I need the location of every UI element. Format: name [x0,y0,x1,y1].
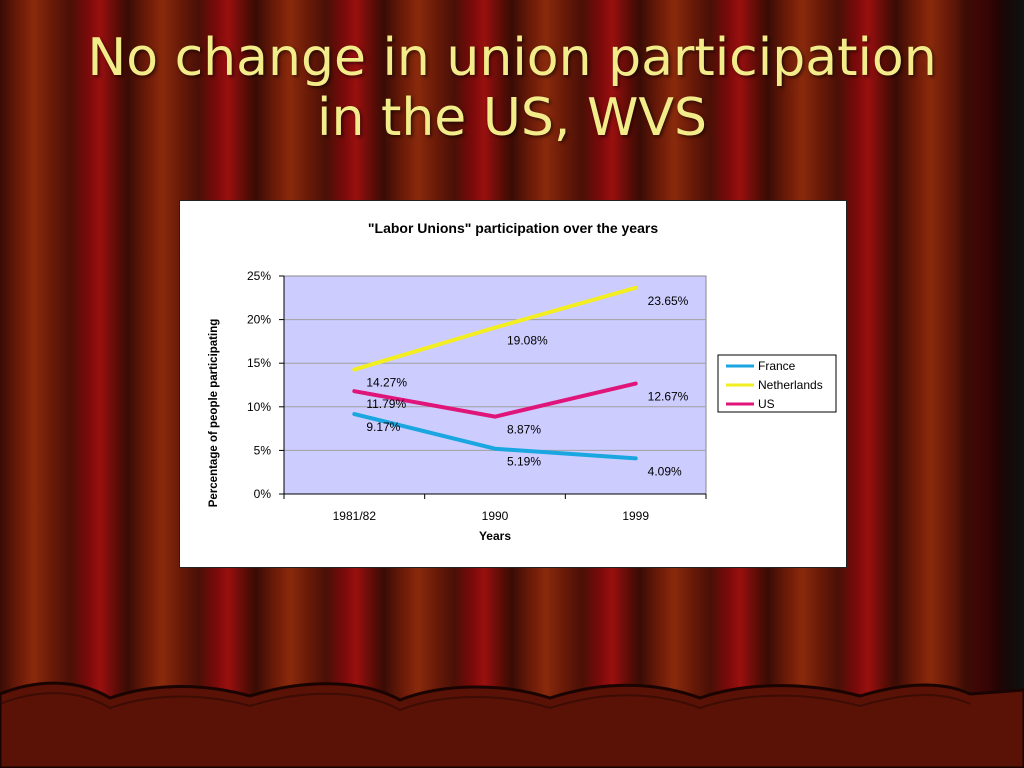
data-point-us [634,382,638,386]
data-point-netherlands [634,286,638,290]
data-point-france [634,456,638,460]
data-label: 14.27% [366,376,407,390]
x-axis-label: Years [479,529,511,543]
x-tick-label: 1981/82 [333,509,377,523]
line-chart: "Labor Unions" participation over the ye… [208,220,837,543]
y-tick-label: 20% [247,313,271,327]
legend-label: France [758,359,796,373]
y-tick-label: 5% [254,443,272,457]
curtain-valance [0,681,1024,768]
data-label: 8.87% [507,423,541,437]
x-tick-label: 1999 [622,509,649,523]
slide-title-line-1: No change in union participation [87,28,937,88]
y-axis-label: Percentage of people participating [208,319,220,508]
data-point-us [352,389,356,393]
data-label: 5.19% [507,455,541,469]
data-point-netherlands [352,368,356,372]
data-label: 9.17% [366,420,400,434]
slide-title-line-2: in the US, WVS [317,88,707,148]
data-label: 11.79% [366,397,406,411]
y-tick-label: 10% [247,400,271,414]
slide-title: No change in union participation in the … [0,28,1024,148]
y-tick-label: 25% [247,269,271,283]
data-point-us [493,415,497,419]
plot-area [283,275,707,495]
data-label: 4.09% [648,464,682,478]
data-label: 12.67% [648,390,689,404]
chart-title: "Labor Unions" participation over the ye… [368,220,658,236]
legend-label: US [758,397,775,411]
y-tick-label: 15% [247,356,271,370]
data-point-netherlands [493,326,497,330]
legend-label: Netherlands [758,378,823,392]
data-label: 23.65% [648,294,689,308]
chart-container: "Labor Unions" participation over the ye… [179,200,847,568]
data-point-france [352,412,356,416]
y-tick-label: 0% [254,487,272,501]
x-tick-label: 1990 [482,509,509,523]
curtain-shadow [954,0,1024,768]
data-label: 19.08% [507,334,548,348]
data-point-france [493,447,497,451]
